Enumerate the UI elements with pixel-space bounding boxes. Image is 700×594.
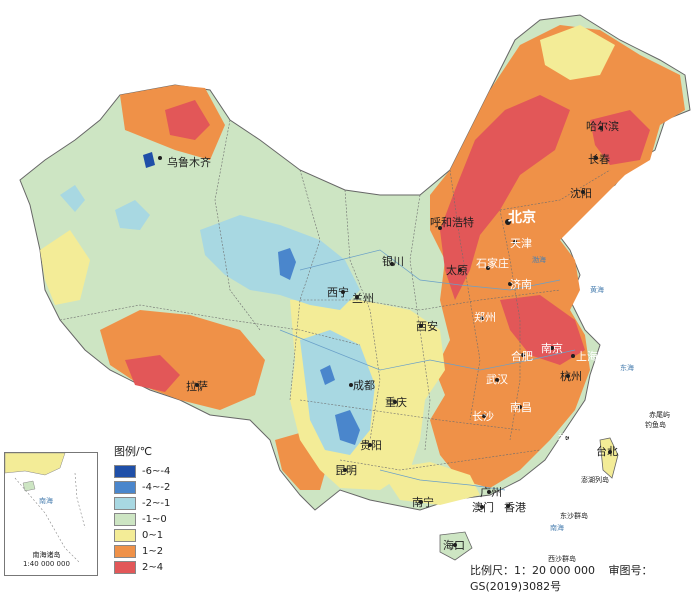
island-dongsha: 东沙群岛 xyxy=(560,511,588,520)
inset-caption: 南海诸岛 1:40 000 000 xyxy=(23,551,70,569)
legend-items: -6~-4 -4~-2 -2~-1 -1~0 0~1 1~2 2~4 xyxy=(114,463,186,575)
sea-donghai: 东海 xyxy=(620,363,634,372)
city-nanjing: 南京 xyxy=(541,341,563,355)
legend-item: -2~-1 xyxy=(114,495,186,511)
city-wuhan: 武汉 xyxy=(486,373,508,386)
sea-labels: 渤海 黄海 东海 南海 赤尾屿 钓鱼岛 澎湖列岛 东沙群岛 西沙群岛 xyxy=(532,255,670,563)
city-markers xyxy=(158,126,612,547)
city-changchun: 长春 xyxy=(588,153,610,166)
city-labels: 乌鲁木齐 哈尔滨 长春 沈阳 北京 天津 呼和浩特 石家庄 太原 济南 银川 西… xyxy=(167,119,619,552)
legend-item: 2~4 xyxy=(114,559,186,575)
sea-bohai: 渤海 xyxy=(532,255,546,264)
sea-nanhai: 南海 xyxy=(550,523,564,532)
city-xian: 西安 xyxy=(416,319,438,333)
legend-label: -2~-1 xyxy=(142,497,171,509)
legend-item: -1~0 xyxy=(114,511,186,527)
legend: 图例/℃ -6~-4 -4~-2 -2~-1 -1~0 0~1 1~2 2~4 xyxy=(114,443,186,575)
city-nanning: 南宁 xyxy=(412,495,434,509)
island-xisha: 西沙群岛 xyxy=(548,554,576,563)
city-hefei: 合肥 xyxy=(511,349,533,363)
legend-item: -6~-4 xyxy=(114,463,186,479)
legend-swatch xyxy=(114,528,136,542)
inset-title: 南海诸岛 xyxy=(32,551,61,559)
city-shanghai: 上海 xyxy=(576,349,598,363)
legend-label: -6~-4 xyxy=(142,465,171,477)
city-urumqi: 乌鲁木齐 xyxy=(167,155,211,169)
legend-label: -1~0 xyxy=(142,513,167,525)
legend-swatch xyxy=(114,512,136,526)
legend-label: 2~4 xyxy=(142,561,164,573)
legend-swatch xyxy=(114,464,136,478)
city-xining: 西宁 xyxy=(327,285,349,299)
legend-item: 0~1 xyxy=(114,527,186,543)
city-lanzhou: 兰州 xyxy=(352,292,374,305)
map-footer: 比例尺：1：20 000 000 审图号：GS(2019)3082号 xyxy=(470,562,700,594)
legend-label: -4~-2 xyxy=(142,481,171,493)
legend-swatch xyxy=(114,480,136,494)
inset-sea-nanhai: 南海 xyxy=(39,496,53,505)
city-haikou: 海口 xyxy=(443,538,465,552)
legend-label: 0~1 xyxy=(142,529,164,541)
city-fuzhou: 福州 xyxy=(558,431,580,445)
island-diaoyu: 钓鱼岛 xyxy=(645,420,666,429)
city-kunming: 昆明 xyxy=(335,464,357,477)
city-nanchang: 南昌 xyxy=(510,401,532,414)
inset-map: 南海 xyxy=(4,452,86,564)
legend-title: 图例/℃ xyxy=(114,445,153,458)
island-chiwei: 赤尾屿 xyxy=(649,410,670,419)
city-beijing: 北京 xyxy=(508,209,536,226)
legend-swatch xyxy=(114,560,136,574)
legend-label: 1~2 xyxy=(142,545,164,557)
city-guangzhou: 广州 xyxy=(480,486,502,499)
city-hongkong: 香港 xyxy=(504,501,526,514)
city-taibei: 台北 xyxy=(596,444,618,458)
anomaly-minus6-minus4-regions xyxy=(143,152,155,168)
city-shenyang: 沈阳 xyxy=(570,186,592,200)
south-china-sea-inset: 南海 南海诸岛 1:40 000 000 xyxy=(4,452,98,576)
city-yinchuan: 银川 xyxy=(382,254,404,268)
legend-item: 1~2 xyxy=(114,543,186,559)
island-penghu: 澎湖列岛 xyxy=(581,475,609,484)
city-chengdu: 成都 xyxy=(353,379,375,392)
city-changsha: 长沙 xyxy=(472,410,494,423)
rivers xyxy=(279,249,576,491)
city-tianjin: 天津 xyxy=(510,237,532,250)
city-lhasa: 拉萨 xyxy=(186,379,208,393)
temperature-anomaly-map: 乌鲁木齐 哈尔滨 长春 沈阳 北京 天津 呼和浩特 石家庄 太原 济南 银川 西… xyxy=(19,14,691,563)
scale-text: 比例尺：1：20 000 000 xyxy=(470,564,595,577)
city-guiyang: 贵阳 xyxy=(360,439,382,452)
city-shijiazhuang: 石家庄 xyxy=(476,256,509,270)
legend-swatch xyxy=(114,544,136,558)
city-taiyuan: 太原 xyxy=(446,264,468,277)
inset-scale: 1:40 000 000 xyxy=(23,560,70,568)
province-boundaries xyxy=(59,119,611,471)
city-macau: 澳门 xyxy=(472,500,494,514)
sea-huanghai: 黄海 xyxy=(590,285,604,294)
city-zhengzhou: 郑州 xyxy=(474,310,496,324)
city-hohhot: 呼和浩特 xyxy=(430,215,474,229)
taiwan-island xyxy=(599,437,619,479)
legend-item: -4~-2 xyxy=(114,479,186,495)
legend-swatch xyxy=(114,496,136,510)
city-hangzhou: 杭州 xyxy=(560,369,582,383)
anomaly-minus4-minus2-regions xyxy=(278,248,360,445)
city-chongqing: 重庆 xyxy=(385,395,407,409)
city-jinan: 济南 xyxy=(510,277,532,291)
anomaly-2-4-regions xyxy=(125,95,650,392)
city-harbin: 哈尔滨 xyxy=(586,119,619,133)
